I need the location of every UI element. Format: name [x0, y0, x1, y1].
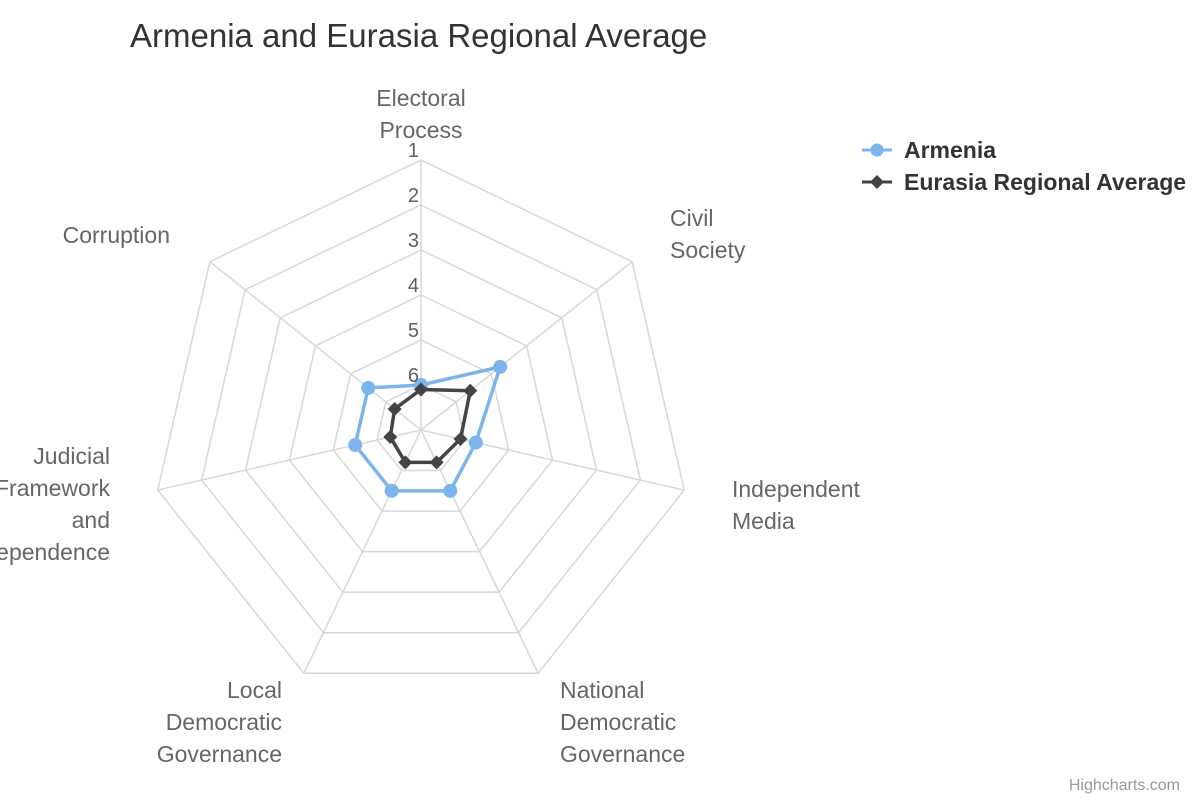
category-label: Local Democratic Governance: [157, 677, 282, 767]
category-label-line: Local: [227, 677, 282, 703]
category-label: National Democratic Governance: [560, 677, 685, 767]
category-label-line: Civil: [670, 205, 713, 231]
category-label: Corruption: [63, 222, 170, 248]
data-point: [383, 430, 398, 445]
category-label-line: Framework: [0, 475, 110, 501]
data-point: [468, 435, 483, 450]
legend-label-eurasia-average: Eurasia Regional Average: [904, 169, 1186, 195]
grid-ring: [156, 159, 686, 675]
data-point: [463, 383, 478, 398]
category-label-line: Corruption: [63, 222, 170, 248]
data-point: [384, 483, 399, 498]
axis-tick-label: 2: [408, 185, 419, 207]
grid-ring: [244, 249, 598, 593]
data-point: [429, 455, 444, 470]
category-label-line: Media: [732, 508, 795, 534]
legend-item-eurasia-average[interactable]: Eurasia Regional Average: [862, 169, 1186, 195]
legend-marker-eurasia-average: [870, 175, 884, 189]
category-label-line: Process: [379, 117, 462, 143]
axis-tick-label: 6: [408, 365, 419, 387]
legend-item-armenia[interactable]: Armenia: [862, 137, 996, 163]
data-point: [414, 382, 428, 397]
category-label: Judicial Framework and Independence: [0, 443, 110, 565]
legend-marker-armenia: [870, 143, 884, 157]
grid-spoke: [420, 429, 539, 674]
grid-spoke: [209, 261, 422, 431]
chart-title: Armenia and Eurasia Regional Average: [130, 17, 707, 54]
grid-ring: [288, 294, 554, 553]
data-point: [348, 438, 363, 453]
grid-spoke: [420, 261, 633, 431]
credits[interactable]: Highcharts.com: [1069, 777, 1180, 794]
data-point: [398, 455, 413, 470]
axis-tick-label: 5: [408, 320, 419, 342]
category-label-line: Democratic: [560, 709, 676, 735]
axis-tick-label: 1: [408, 140, 419, 162]
category-label-line: Governance: [560, 741, 685, 767]
data-point: [361, 380, 376, 395]
data-point: [443, 483, 458, 498]
grid-spoke: [303, 429, 422, 674]
category-label-line: Society: [670, 237, 746, 263]
data-point: [493, 359, 508, 374]
category-label: Electoral Process: [376, 85, 465, 143]
category-label-line: National: [560, 677, 644, 703]
legend-label-armenia: Armenia: [904, 137, 996, 163]
data-point: [387, 401, 402, 416]
category-label-line: Governance: [157, 741, 282, 767]
grid-ring: [376, 384, 466, 472]
axis-tick-label: 3: [408, 230, 419, 252]
category-label: Independent Media: [732, 476, 861, 534]
label-layer: 1 2 3 4 5 6 Electoral Process Civil Society Indepe…: [0, 85, 861, 767]
grid-layer: [156, 159, 686, 675]
category-label: Civil Society: [670, 205, 746, 263]
data-point: [453, 432, 468, 447]
axis-tick-label: 4: [408, 275, 419, 297]
series-layer: [348, 359, 508, 498]
category-label-line: Electoral: [376, 85, 465, 111]
legend: Armenia Eurasia Regional Average: [862, 137, 1186, 195]
series-line-0: [353, 365, 502, 493]
grid-ring: [200, 204, 642, 634]
category-label-line: Independent: [732, 476, 861, 502]
category-label-line: Independence: [0, 539, 110, 565]
category-label-line: and: [72, 507, 110, 533]
grid-spoke: [157, 429, 422, 491]
category-label-line: Judicial: [33, 443, 110, 469]
category-label-line: Democratic: [166, 709, 282, 735]
